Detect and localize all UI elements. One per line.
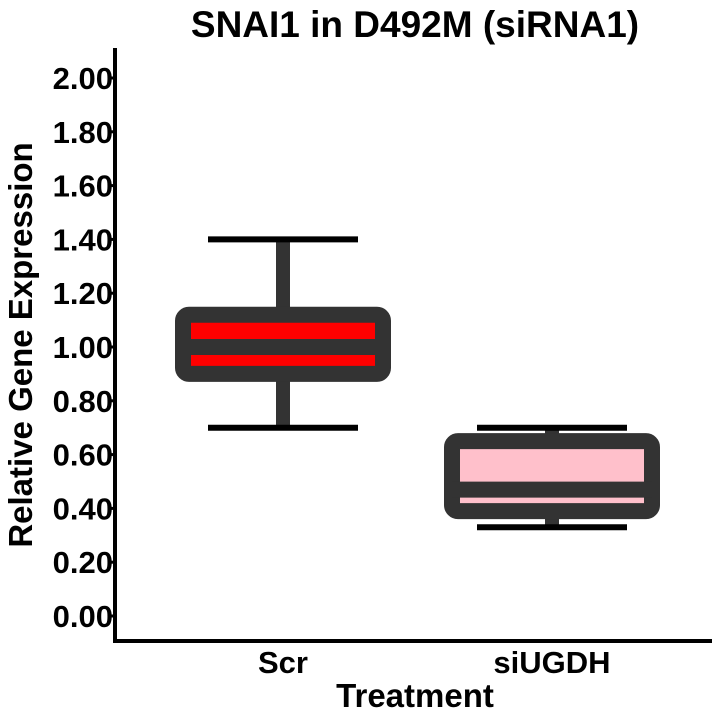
plot-area <box>175 236 660 531</box>
chart-title: SNAI1 in D492M (siRNA1) <box>191 4 639 45</box>
box-group-scr <box>175 236 391 431</box>
y-tick-label: 1.20 <box>53 276 113 311</box>
x-axis: Scr siUGDH <box>113 639 712 680</box>
y-tick-label: 0.20 <box>53 545 113 580</box>
x-axis-title: Treatment <box>336 677 494 714</box>
box-group-siugdh <box>444 424 660 531</box>
y-tick-label: 2.00 <box>53 61 113 96</box>
y-tick-label: 0.40 <box>53 491 113 526</box>
y-tick-label: 1.00 <box>53 330 113 365</box>
y-tick-label: 1.40 <box>53 222 113 257</box>
y-axis-title: Relative Gene Expression <box>2 142 39 547</box>
y-axis: 0.00 0.20 0.40 0.60 0.80 1.00 1.20 1.40 1.60 1.80… <box>53 48 117 641</box>
y-tick-label: 0.00 <box>53 599 113 634</box>
y-tick-label: 1.80 <box>53 115 113 150</box>
y-tick-label: 0.80 <box>53 384 113 419</box>
box-iqr <box>444 433 660 520</box>
x-tick-label: Scr <box>258 645 308 680</box>
y-tick-label: 1.60 <box>53 169 113 204</box>
y-tick-label: 0.60 <box>53 438 113 473</box>
x-tick-label: siUGDH <box>493 645 610 680</box>
